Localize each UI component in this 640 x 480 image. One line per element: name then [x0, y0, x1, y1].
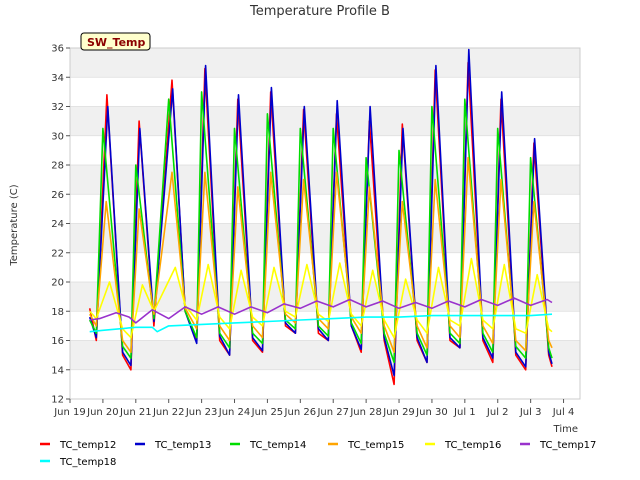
band: [70, 282, 580, 312]
y-tick-label: 32: [51, 102, 64, 113]
chart-title: Temperature Profile B: [249, 4, 390, 19]
x-tick-label: Jun 25: [251, 407, 284, 418]
x-tick-label: Jun 24: [218, 407, 251, 418]
legend-item: TC_temp14: [230, 440, 306, 451]
y-tick-label: 26: [51, 190, 64, 201]
x-tick-label: Jun 26: [284, 407, 317, 418]
band: [70, 135, 580, 165]
legend-label: TC_temp16: [444, 440, 501, 451]
series-line-tc-temp17: [89, 297, 553, 324]
x-tick-label: Jul 2: [486, 407, 509, 418]
band: [70, 106, 580, 136]
y-tick-label: 24: [51, 219, 64, 230]
y-tick-label: 18: [51, 307, 64, 318]
series-line-tc-temp16: [89, 257, 553, 339]
y-tick-label: 28: [51, 161, 64, 172]
series-layer: [88, 48, 553, 386]
sw-temp-badge: SW_Temp: [80, 32, 151, 51]
legend-label: TC_temp13: [154, 440, 211, 451]
y-tick-label: 16: [51, 336, 64, 347]
y-tick-label: 36: [51, 44, 64, 55]
x-tick-label: Jun 23: [185, 407, 218, 418]
band: [70, 165, 580, 195]
x-tick-label: Jun 27: [316, 407, 349, 418]
band: [70, 48, 580, 78]
legend-label: TC_temp14: [249, 440, 306, 451]
band: [70, 340, 580, 370]
legend-item: TC_temp18: [40, 457, 116, 468]
legend-item: TC_temp13: [135, 440, 211, 451]
y-axis-ticks: 12 14 16 18 20 22 24 26 28 30 32 34 36: [51, 44, 70, 406]
band: [70, 77, 580, 107]
legend-item: TC_temp17: [520, 440, 596, 451]
y-tick-label: 20: [51, 278, 64, 289]
y-axis-label: Temperature (C): [9, 184, 20, 266]
x-tick-label: Jun 29: [382, 407, 415, 418]
legend-item: TC_temp16: [425, 440, 501, 451]
y-tick-label: 14: [51, 365, 64, 376]
y-tick-label: 22: [51, 248, 64, 259]
x-axis-ticks: Jun 19 Jun 20 Jun 21 Jun 22 Jun 23 Jun 24 Jun …: [53, 399, 574, 418]
svg-text:SW_Temp: SW_Temp: [87, 36, 146, 49]
band: [70, 369, 580, 399]
y-tick-label: 34: [51, 73, 64, 84]
legend: TC_temp12 TC_temp13 TC_temp14 TC_temp15 TC_t…: [40, 440, 596, 468]
x-tick-label: Jun 21: [119, 407, 152, 418]
legend-label: TC_temp15: [347, 440, 404, 451]
series-line-tc-temp15: [89, 156, 553, 353]
y-tick-label: 30: [51, 131, 64, 142]
x-tick-label: Jul 4: [552, 407, 575, 418]
legend-label: TC_temp12: [59, 440, 116, 451]
x-axis-label: Time: [553, 424, 578, 435]
series-line-tc-temp18: [89, 313, 553, 333]
series-line-tc-temp13: [88, 48, 553, 377]
legend-label: TC_temp17: [539, 440, 596, 451]
legend-item: TC_temp15: [328, 440, 404, 451]
x-tick-label: Jul 1: [453, 407, 476, 418]
legend-label: TC_temp18: [59, 457, 116, 468]
x-tick-label: Jun 30: [415, 407, 448, 418]
x-tick-label: Jun 28: [349, 407, 382, 418]
x-tick-label: Jun 22: [152, 407, 185, 418]
x-tick-label: Jun 19: [53, 407, 86, 418]
legend-item: TC_temp12: [40, 440, 116, 451]
x-tick-label: Jun 20: [86, 407, 119, 418]
series-line-tc-temp14: [88, 91, 553, 364]
y-tick-label: 12: [51, 395, 64, 406]
x-tick-label: Jul 3: [519, 407, 542, 418]
